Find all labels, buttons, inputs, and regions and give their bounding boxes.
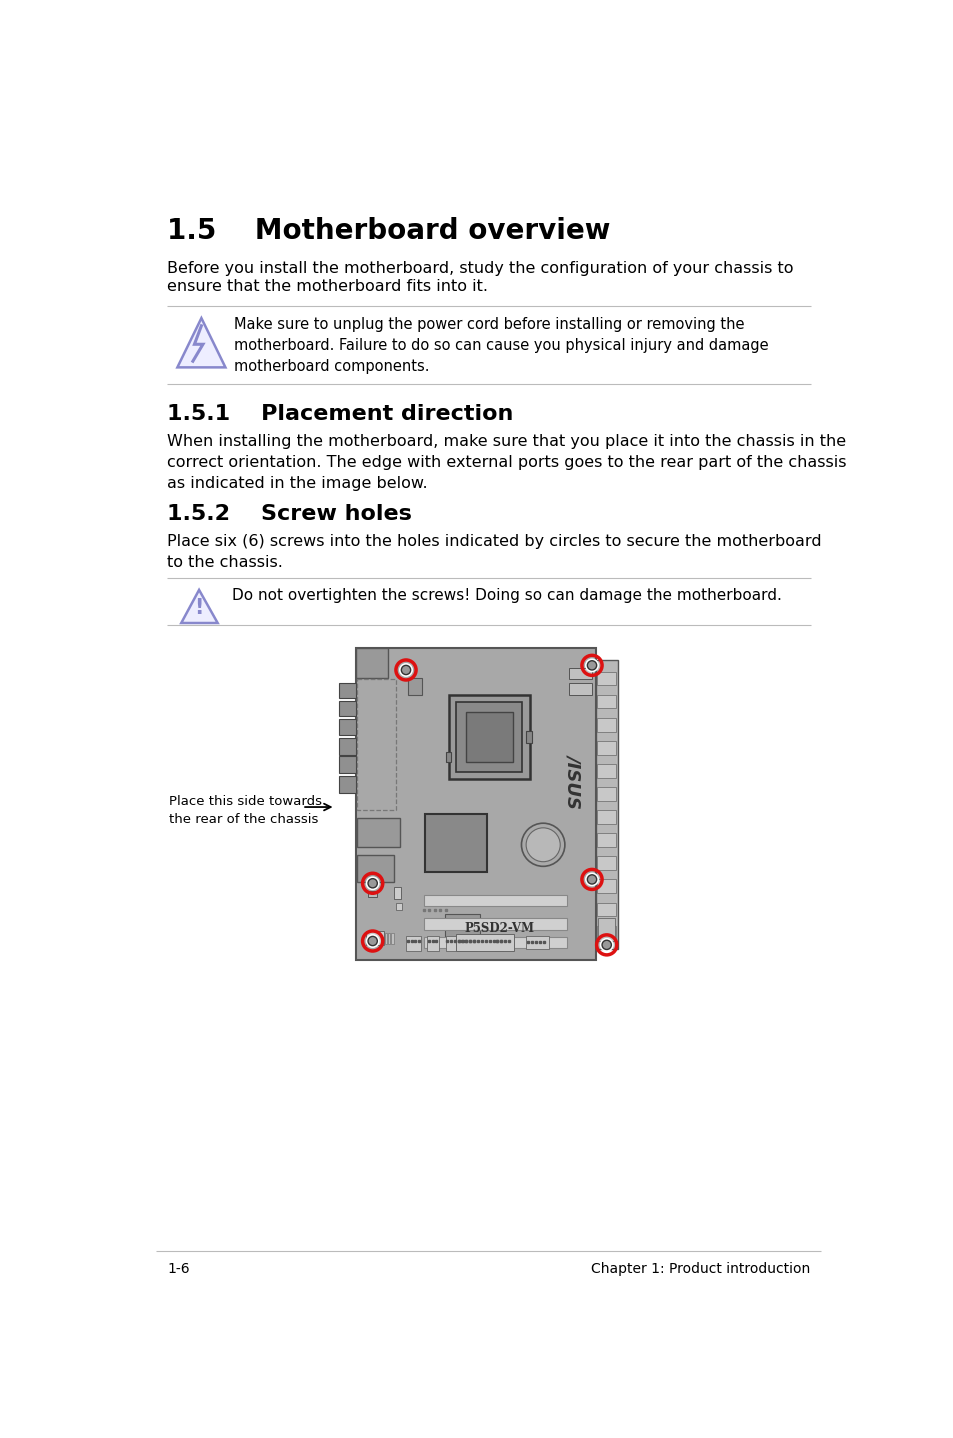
Bar (597, 718, 616, 732)
Text: When installing the motherboard, make sure that you place it into the chassis in: When installing the motherboard, make su… (167, 434, 846, 492)
Circle shape (599, 938, 613, 952)
Bar (423, 938, 567, 948)
Bar (425, 814, 487, 871)
Bar (597, 833, 616, 847)
Bar (355, 649, 388, 677)
Text: Chapter 1: Product introduction: Chapter 1: Product introduction (591, 1263, 810, 1276)
Bar (366, 930, 383, 945)
Bar (406, 936, 421, 951)
Text: 1.5.1    Placement direction: 1.5.1 Placement direction (167, 404, 513, 424)
Text: Do not overtighten the screws! Doing so can damage the motherboard.: Do not overtighten the screws! Doing so … (232, 588, 781, 604)
Bar (394, 887, 400, 899)
Circle shape (365, 876, 379, 890)
Circle shape (365, 935, 379, 948)
Circle shape (398, 663, 413, 677)
Text: Place this side towards
the rear of the chassis: Place this side towards the rear of the … (169, 795, 321, 825)
Polygon shape (177, 318, 225, 367)
Bar (355, 649, 596, 961)
Bar (338, 777, 355, 794)
Polygon shape (181, 590, 217, 623)
Bar (423, 917, 567, 930)
Bar (495, 936, 502, 951)
Circle shape (584, 873, 598, 886)
Bar (597, 764, 616, 778)
Bar (597, 672, 616, 686)
Bar (356, 818, 399, 847)
Bar (598, 917, 615, 940)
Bar (338, 700, 355, 716)
Circle shape (587, 874, 596, 884)
Bar (456, 702, 521, 772)
Circle shape (584, 659, 598, 673)
Bar (445, 936, 476, 951)
Bar (338, 756, 355, 774)
Circle shape (401, 666, 410, 674)
Bar (597, 810, 616, 824)
Bar (388, 933, 390, 945)
Text: P5SD2-VM: P5SD2-VM (464, 922, 535, 935)
Bar (368, 892, 377, 897)
Bar (597, 926, 616, 939)
Bar (338, 738, 355, 755)
Bar (597, 856, 616, 870)
Bar (408, 677, 422, 695)
Text: Before you install the motherboard, study the configuration of your chassis to
e: Before you install the motherboard, stud… (167, 262, 793, 293)
Bar (444, 915, 479, 940)
Bar (356, 854, 394, 881)
Text: Place six (6) screws into the holes indicated by circles to secure the motherboa: Place six (6) screws into the holes indi… (167, 535, 821, 571)
Bar (395, 903, 402, 910)
Circle shape (368, 936, 377, 946)
Text: /ISUS: /ISUS (564, 754, 582, 808)
Bar (465, 712, 513, 762)
Circle shape (368, 879, 377, 887)
Text: 1-6: 1-6 (167, 1263, 190, 1276)
Bar (597, 695, 616, 709)
Bar (338, 719, 355, 735)
Circle shape (525, 828, 559, 861)
Text: !: ! (194, 598, 204, 617)
Bar (597, 741, 616, 755)
Bar (597, 903, 616, 916)
Bar (446, 752, 451, 762)
Bar (427, 936, 439, 951)
Bar (338, 683, 355, 699)
Bar (568, 683, 592, 695)
Bar (568, 667, 592, 679)
Text: 1.5.2    Screw holes: 1.5.2 Screw holes (167, 503, 412, 523)
Text: Make sure to unplug the power cord before installing or removing the
motherboard: Make sure to unplug the power cord befor… (233, 318, 768, 374)
Bar (356, 679, 395, 810)
Bar (423, 894, 567, 906)
Bar (596, 660, 617, 949)
Bar (385, 933, 387, 945)
Bar (525, 731, 532, 743)
Bar (448, 695, 530, 779)
Bar (597, 787, 616, 801)
Circle shape (601, 940, 611, 949)
Circle shape (521, 823, 564, 866)
Circle shape (587, 660, 596, 670)
Bar (597, 880, 616, 893)
Bar (456, 935, 514, 951)
Text: 1.5    Motherboard overview: 1.5 Motherboard overview (167, 217, 610, 246)
Bar (525, 936, 549, 949)
Bar (391, 933, 394, 945)
